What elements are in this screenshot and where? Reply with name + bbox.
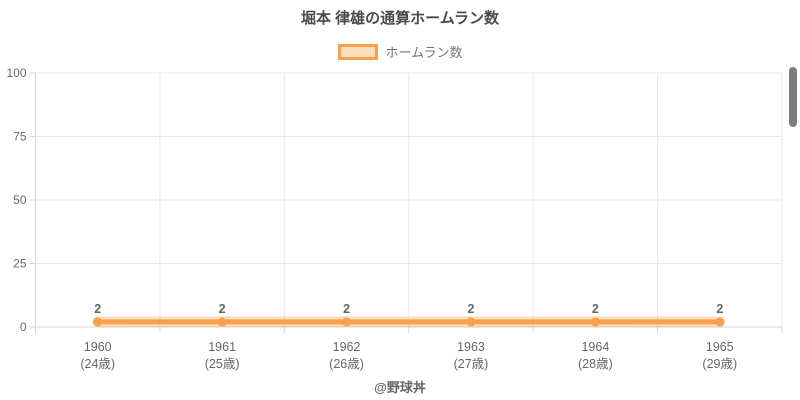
- x-tick-label-age: (28歳): [578, 357, 613, 371]
- x-tick-label-year: 1963: [457, 340, 485, 354]
- x-tick-label-year: 1964: [581, 340, 609, 354]
- data-point-marker[interactable]: [715, 317, 725, 327]
- data-point-marker[interactable]: [93, 317, 103, 327]
- x-tick-label-year: 1962: [333, 340, 361, 354]
- x-tick-label-year: 1965: [706, 340, 734, 354]
- data-point-marker[interactable]: [590, 317, 600, 327]
- y-tick-label: 0: [20, 320, 27, 334]
- x-tick-label-age: (27歳): [454, 357, 489, 371]
- x-tick-label-year: 1961: [208, 340, 236, 354]
- data-point-label: 2: [716, 302, 723, 316]
- x-tick-label-age: (29歳): [702, 357, 737, 371]
- legend: ホームラン数: [0, 42, 800, 61]
- y-tick-label: 100: [6, 66, 26, 80]
- data-point-label: 2: [467, 302, 474, 316]
- legend-label: ホームラン数: [385, 45, 463, 60]
- y-tick-label: 25: [13, 257, 27, 271]
- y-tick-label: 50: [13, 193, 27, 207]
- x-tick-label-year: 1960: [84, 340, 112, 354]
- x-tick-label-age: (24歳): [80, 357, 115, 371]
- y-tick-label: 75: [13, 130, 27, 144]
- x-tick-label-age: (25歳): [205, 357, 240, 371]
- data-point-marker[interactable]: [217, 317, 227, 327]
- data-point-label: 2: [592, 302, 599, 316]
- legend-swatch: [337, 43, 378, 60]
- x-tick-label-age: (26歳): [329, 357, 364, 371]
- data-point-marker[interactable]: [342, 317, 352, 327]
- footer-credit: @野球丼: [374, 380, 426, 395]
- data-point-label: 2: [219, 302, 226, 316]
- legend-item-homeruns[interactable]: ホームラン数: [337, 42, 463, 61]
- data-point-label: 2: [94, 302, 101, 316]
- data-point-label: 2: [343, 302, 350, 316]
- chart-title: 堀本 律雄の通算ホームラン数: [301, 10, 499, 27]
- scrollbar-thumb[interactable]: [789, 67, 797, 127]
- data-point-marker[interactable]: [466, 317, 476, 327]
